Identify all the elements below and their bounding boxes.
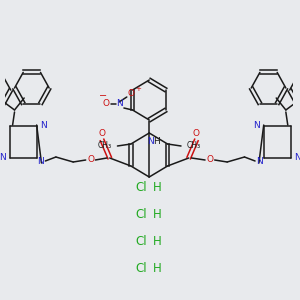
Text: H: H bbox=[152, 208, 161, 221]
Text: CH₃: CH₃ bbox=[98, 142, 112, 151]
Text: Cl: Cl bbox=[136, 208, 147, 221]
Text: H: H bbox=[152, 181, 161, 194]
Text: N: N bbox=[0, 154, 6, 163]
Text: O: O bbox=[98, 130, 106, 139]
Text: O: O bbox=[206, 155, 213, 164]
Text: −: − bbox=[99, 91, 107, 101]
Text: N: N bbox=[147, 137, 154, 146]
Text: O: O bbox=[193, 130, 200, 139]
Text: O: O bbox=[102, 100, 109, 109]
Text: O: O bbox=[127, 89, 134, 98]
Text: O: O bbox=[87, 155, 94, 164]
Text: N: N bbox=[116, 100, 122, 109]
Text: N: N bbox=[256, 158, 263, 166]
Text: N: N bbox=[294, 154, 300, 163]
Text: Cl: Cl bbox=[136, 235, 147, 248]
Text: N: N bbox=[254, 122, 260, 130]
Text: H: H bbox=[154, 137, 160, 146]
Text: N: N bbox=[37, 158, 44, 166]
Text: +: + bbox=[135, 86, 141, 92]
Text: Cl: Cl bbox=[136, 262, 147, 275]
Text: H: H bbox=[152, 262, 161, 275]
Text: CH₃: CH₃ bbox=[187, 142, 201, 151]
Text: H: H bbox=[152, 235, 161, 248]
Text: Cl: Cl bbox=[136, 181, 147, 194]
Text: N: N bbox=[40, 122, 47, 130]
